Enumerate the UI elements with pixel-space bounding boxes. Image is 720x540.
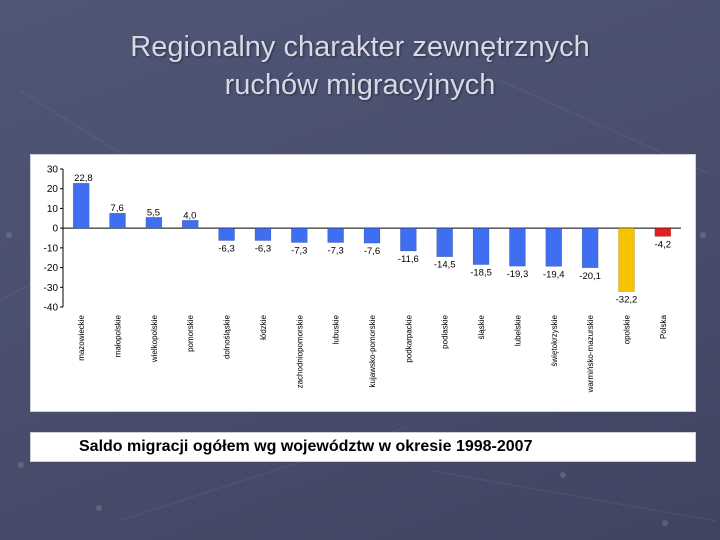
slide-title: Regionalny charakter zewnętrznych ruchów… bbox=[0, 28, 720, 104]
data-label: -7,3 bbox=[291, 246, 307, 257]
y-tick-label: -20 bbox=[44, 263, 59, 274]
data-label: -6,3 bbox=[218, 244, 234, 255]
category-label: łódzkie bbox=[259, 314, 268, 339]
data-label: -14,5 bbox=[434, 260, 456, 271]
category-label: świętokrzyskie bbox=[550, 314, 559, 366]
y-tick-label: 30 bbox=[47, 165, 59, 176]
bar bbox=[363, 227, 381, 244]
title-line-1: Regionalny charakter zewnętrznych bbox=[130, 31, 590, 63]
bar bbox=[181, 220, 199, 229]
category-label: wielkopolskie bbox=[150, 314, 159, 363]
category-label: Polska bbox=[659, 314, 668, 339]
y-tick-label: -10 bbox=[44, 243, 59, 254]
bar bbox=[291, 227, 308, 243]
bar bbox=[400, 227, 417, 252]
data-label: -4,2 bbox=[655, 239, 671, 250]
y-tick-label: 10 bbox=[47, 204, 59, 215]
category-label: mazowieckie bbox=[77, 314, 86, 360]
data-label: -20,1 bbox=[579, 271, 601, 282]
category-label: zachodniopomorskie bbox=[295, 314, 304, 388]
data-label: 4,0 bbox=[183, 210, 196, 221]
title-line-2: ruchów migracyjnych bbox=[224, 69, 496, 101]
data-label: -6,3 bbox=[255, 244, 271, 255]
bar bbox=[618, 227, 635, 292]
data-label: -32,2 bbox=[616, 295, 638, 306]
bar bbox=[218, 227, 235, 241]
chart-caption: Saldo migracji ogółem wg województw w ok… bbox=[30, 432, 696, 462]
data-label: -19,4 bbox=[543, 269, 565, 280]
bar bbox=[145, 217, 163, 229]
bar bbox=[581, 227, 599, 269]
category-label: dolnośląskie bbox=[223, 314, 232, 359]
y-tick-label: 0 bbox=[52, 224, 58, 235]
category-label: warmińsko-mazurskie bbox=[586, 314, 595, 393]
y-tick-label: -30 bbox=[44, 283, 59, 294]
category-label: śląskie bbox=[477, 314, 486, 339]
bar bbox=[72, 182, 90, 229]
bar bbox=[509, 227, 526, 267]
category-label: małopolskie bbox=[114, 314, 123, 357]
bar bbox=[436, 227, 453, 257]
y-tick-label: 20 bbox=[47, 184, 59, 195]
bar bbox=[472, 227, 490, 265]
data-label: 22,8 bbox=[74, 173, 93, 184]
data-label: -7,3 bbox=[327, 246, 343, 257]
category-label: opolskie bbox=[622, 314, 631, 344]
chart-panel: 30 20 10 0 -10 -20 -30 -40 22,8 mazowieckie 7,6 mał… bbox=[30, 154, 696, 412]
bar bbox=[109, 212, 126, 229]
data-label: 5,5 bbox=[147, 207, 160, 218]
data-label: 7,6 bbox=[111, 203, 124, 214]
bar bbox=[327, 227, 344, 243]
bar-chart: 30 20 10 0 -10 -20 -30 -40 22,8 mazowieckie 7,6 mał… bbox=[44, 165, 681, 393]
data-label: -18,5 bbox=[470, 268, 492, 279]
bar bbox=[654, 227, 672, 237]
category-label: kujawsko-pomorskie bbox=[368, 314, 377, 387]
category-label: pomorskie bbox=[186, 314, 195, 351]
y-tick-label: -40 bbox=[44, 303, 59, 314]
category-label: podkarpackie bbox=[404, 314, 413, 362]
bar bbox=[254, 227, 272, 241]
data-label: -11,6 bbox=[398, 254, 419, 265]
bar bbox=[545, 227, 563, 267]
category-label: lubelskie bbox=[513, 314, 522, 346]
category-label: lubuskie bbox=[332, 314, 341, 344]
data-label: -19,3 bbox=[507, 269, 529, 280]
category-label: podlaskie bbox=[441, 314, 450, 348]
data-label: -7,6 bbox=[364, 246, 380, 257]
